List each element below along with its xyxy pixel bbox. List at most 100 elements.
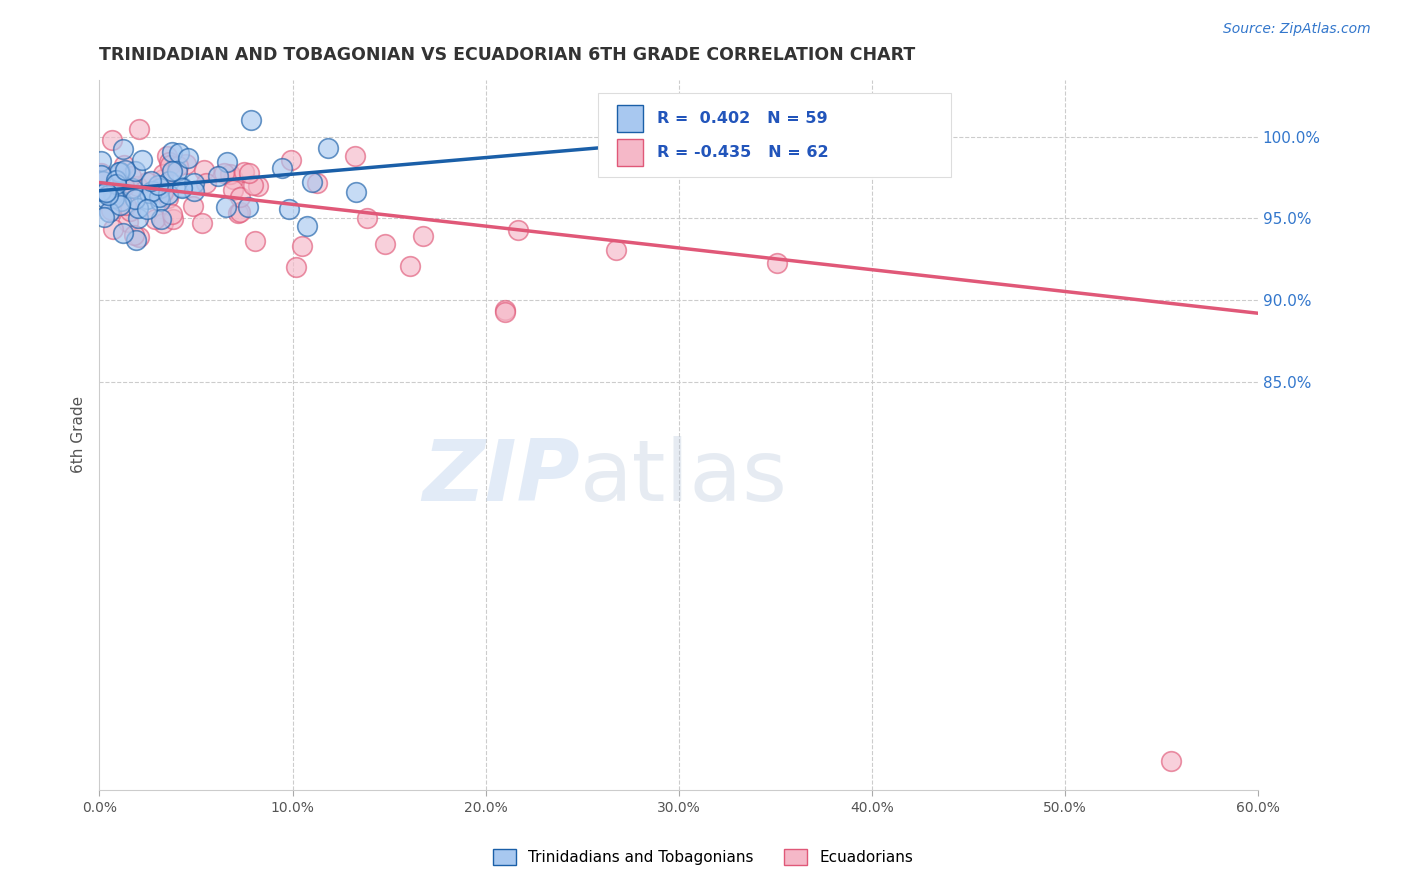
Point — [141, 185, 163, 199]
Point — [110, 194, 132, 208]
Point — [167, 146, 190, 161]
Point — [233, 165, 256, 179]
Point — [181, 199, 204, 213]
Y-axis label: 6th Grade: 6th Grade — [72, 396, 86, 474]
Text: ZIP: ZIP — [423, 436, 581, 519]
Point — [152, 216, 174, 230]
Point — [172, 179, 194, 194]
Point — [236, 200, 259, 214]
Point — [120, 169, 142, 183]
Text: atlas: atlas — [581, 436, 789, 519]
Point — [156, 186, 179, 201]
Point — [103, 191, 125, 205]
Point — [90, 184, 112, 198]
Point — [243, 234, 266, 248]
Point — [100, 202, 122, 217]
Text: Source: ZipAtlas.com: Source: ZipAtlas.com — [1223, 22, 1371, 37]
Point — [212, 166, 235, 180]
Legend: Trinidadians and Tobagonians, Ecuadorians: Trinidadians and Tobagonians, Ecuadorian… — [486, 843, 920, 871]
Point — [93, 211, 115, 225]
Point — [108, 182, 131, 196]
Point — [139, 174, 162, 188]
Point — [344, 186, 367, 200]
Point — [127, 211, 149, 226]
Point — [316, 140, 339, 154]
Point — [166, 164, 188, 178]
Point — [152, 185, 174, 199]
Point — [176, 151, 198, 165]
Point — [374, 236, 396, 251]
Point — [152, 167, 174, 181]
Point — [93, 174, 115, 188]
Point — [398, 259, 420, 273]
Point — [110, 178, 132, 192]
Point — [297, 219, 319, 233]
Point — [148, 178, 170, 192]
Point — [148, 190, 170, 204]
Point — [160, 145, 183, 159]
Point — [222, 183, 245, 197]
Point — [228, 206, 250, 220]
Point — [356, 211, 378, 225]
Point — [124, 227, 146, 242]
Point — [125, 233, 148, 247]
Point — [207, 169, 229, 184]
Point — [149, 181, 172, 195]
Point — [97, 188, 120, 202]
Point — [247, 178, 270, 193]
Point — [127, 201, 149, 215]
Point — [238, 166, 260, 180]
Point — [157, 155, 180, 169]
Point — [136, 192, 159, 206]
Point — [112, 178, 135, 193]
Point — [280, 153, 302, 167]
Point — [159, 158, 181, 172]
Point — [157, 174, 180, 188]
Point — [766, 256, 789, 270]
Point — [138, 186, 160, 200]
Point — [183, 184, 205, 198]
Point — [157, 190, 180, 204]
Point — [240, 113, 263, 128]
Point — [215, 154, 238, 169]
Point — [108, 165, 131, 179]
Point — [229, 190, 252, 204]
Point — [229, 204, 252, 219]
Point — [506, 223, 529, 237]
Point — [167, 159, 190, 173]
Point — [131, 153, 153, 167]
Point — [111, 142, 134, 156]
Point — [136, 175, 159, 189]
Point — [270, 161, 292, 176]
FancyBboxPatch shape — [617, 105, 643, 132]
Point — [121, 181, 143, 195]
Point — [156, 148, 179, 162]
Point — [183, 176, 205, 190]
Text: TRINIDADIAN AND TOBAGONIAN VS ECUADORIAN 6TH GRADE CORRELATION CHART: TRINIDADIAN AND TOBAGONIAN VS ECUADORIAN… — [100, 46, 915, 64]
Point — [105, 173, 128, 187]
Point — [162, 212, 184, 227]
Point — [160, 164, 183, 178]
Point — [124, 192, 146, 206]
Point — [125, 178, 148, 193]
Point — [193, 162, 215, 177]
Point — [215, 201, 238, 215]
Point — [344, 149, 367, 163]
Point — [128, 121, 150, 136]
Point — [278, 202, 301, 216]
Point — [90, 153, 112, 168]
Point — [605, 243, 627, 257]
Point — [90, 166, 112, 180]
Point — [219, 167, 242, 181]
Point — [115, 198, 138, 212]
FancyBboxPatch shape — [617, 139, 643, 166]
Point — [149, 194, 172, 208]
Point — [104, 177, 127, 191]
Point — [307, 176, 329, 190]
Point — [152, 186, 174, 200]
Point — [1160, 754, 1182, 768]
FancyBboxPatch shape — [598, 93, 950, 177]
Point — [284, 260, 307, 274]
Point — [221, 172, 243, 186]
Point — [143, 211, 166, 226]
